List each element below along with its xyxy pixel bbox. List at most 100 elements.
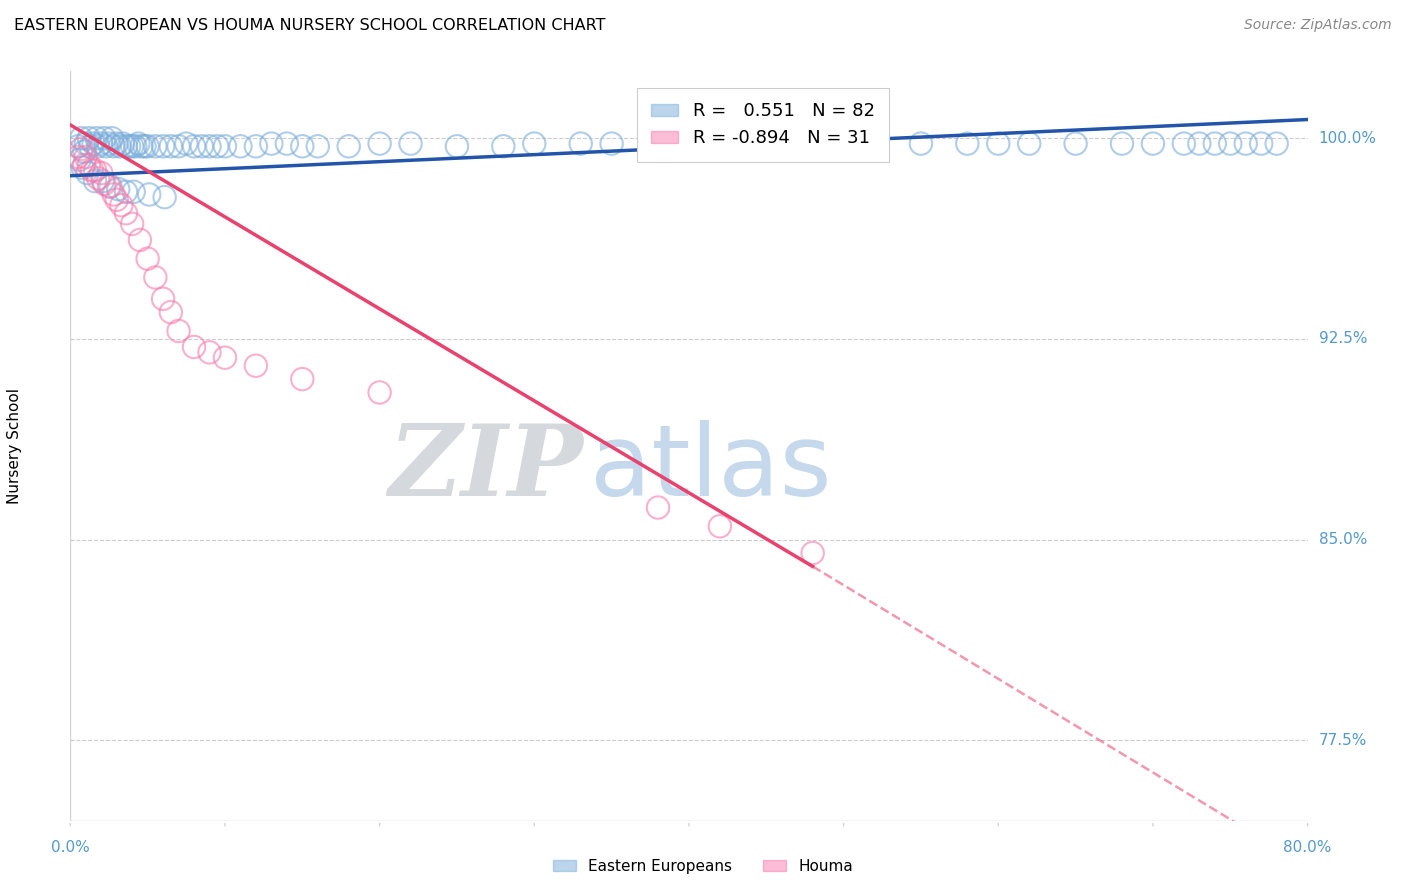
Point [1064, 136, 1087, 151]
Text: Source: ZipAtlas.com: Source: ZipAtlas.com [1244, 18, 1392, 32]
Point [291, 372, 314, 386]
Point [129, 233, 152, 247]
Point [183, 340, 205, 354]
Point [167, 139, 190, 153]
Point [115, 206, 138, 220]
Point [207, 139, 229, 153]
Point [492, 139, 515, 153]
Text: 80.0%: 80.0% [1284, 840, 1331, 855]
Point [647, 500, 669, 515]
Point [245, 359, 267, 373]
Point [84, 174, 107, 188]
Point [80, 163, 103, 178]
Point [1111, 136, 1133, 151]
Legend: R =   0.551   N = 82, R = -0.894   N = 31: R = 0.551 N = 82, R = -0.894 N = 31 [637, 88, 890, 161]
Point [245, 139, 267, 153]
Point [67, 139, 90, 153]
Point [160, 305, 183, 319]
Point [174, 136, 197, 151]
Point [91, 174, 114, 188]
Point [79, 139, 101, 153]
Point [569, 136, 592, 151]
Point [152, 292, 174, 306]
Point [105, 193, 128, 207]
Point [1250, 136, 1272, 151]
Point [118, 139, 141, 153]
Point [73, 158, 96, 172]
Point [276, 136, 298, 151]
Point [214, 139, 236, 153]
Point [70, 131, 93, 145]
Point [145, 139, 166, 153]
Legend: Eastern Europeans, Houma: Eastern Europeans, Houma [547, 853, 859, 880]
Point [1018, 136, 1040, 151]
Point [229, 139, 252, 153]
Point [167, 324, 190, 338]
Point [523, 136, 546, 151]
Point [956, 136, 979, 151]
Point [145, 270, 166, 285]
Point [1204, 136, 1226, 151]
Point [84, 163, 107, 178]
Point [863, 136, 886, 151]
Text: 92.5%: 92.5% [1319, 332, 1367, 346]
Point [124, 139, 146, 153]
Point [105, 136, 128, 151]
Point [832, 136, 855, 151]
Point [647, 136, 669, 151]
Point [1219, 136, 1241, 151]
Point [90, 136, 112, 151]
Point [115, 139, 138, 153]
Point [101, 131, 124, 145]
Point [307, 139, 329, 153]
Point [93, 177, 115, 191]
Point [87, 139, 110, 153]
Text: 85.0%: 85.0% [1319, 533, 1367, 547]
Point [86, 131, 108, 145]
Text: ZIP: ZIP [389, 420, 583, 516]
Point [98, 136, 120, 151]
Point [107, 182, 129, 196]
Point [678, 136, 700, 151]
Point [72, 161, 94, 175]
Point [1142, 136, 1164, 151]
Text: atlas: atlas [591, 420, 831, 517]
Point [82, 136, 105, 151]
Point [77, 131, 100, 145]
Text: Nursery School: Nursery School [7, 388, 22, 504]
Point [987, 136, 1010, 151]
Point [1234, 136, 1257, 151]
Point [136, 139, 159, 153]
Point [75, 136, 97, 151]
Point [98, 179, 120, 194]
Point [115, 185, 138, 199]
Point [709, 136, 731, 151]
Point [108, 139, 131, 153]
Point [755, 136, 778, 151]
Point [337, 139, 360, 153]
Point [1265, 136, 1288, 151]
Point [127, 136, 149, 151]
Point [152, 139, 174, 153]
Text: 100.0%: 100.0% [1319, 131, 1376, 145]
Text: 77.5%: 77.5% [1319, 733, 1367, 747]
Point [122, 185, 145, 199]
Point [368, 385, 391, 400]
Text: 0.0%: 0.0% [51, 840, 90, 855]
Point [90, 166, 112, 180]
Point [100, 179, 122, 194]
Point [600, 136, 623, 151]
Point [1188, 136, 1211, 151]
Point [70, 142, 93, 156]
Point [75, 150, 97, 164]
Point [67, 150, 90, 164]
Point [134, 139, 156, 153]
Point [198, 345, 221, 359]
Point [260, 136, 283, 151]
Point [183, 139, 205, 153]
Point [103, 139, 125, 153]
Point [103, 187, 125, 202]
Point [801, 546, 824, 560]
Point [87, 171, 110, 186]
Point [198, 139, 221, 153]
